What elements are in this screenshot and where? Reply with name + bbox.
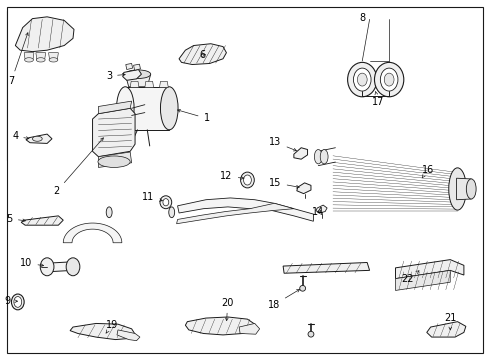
Text: 10: 10	[20, 258, 44, 268]
Ellipse shape	[466, 179, 476, 199]
Text: 19: 19	[106, 320, 118, 333]
Text: 1: 1	[177, 109, 210, 123]
Polygon shape	[283, 262, 369, 273]
Text: 18: 18	[268, 289, 299, 310]
Polygon shape	[70, 323, 135, 339]
Text: 8: 8	[360, 13, 366, 23]
Text: 15: 15	[270, 178, 299, 188]
Bar	[274, 234, 389, 339]
Text: 6: 6	[200, 50, 206, 60]
Ellipse shape	[36, 58, 45, 62]
Ellipse shape	[380, 68, 398, 91]
Polygon shape	[239, 323, 260, 334]
Ellipse shape	[117, 87, 134, 130]
Text: 16: 16	[422, 165, 434, 178]
Polygon shape	[47, 262, 73, 272]
Polygon shape	[93, 108, 135, 157]
Text: 5: 5	[7, 214, 25, 224]
Ellipse shape	[449, 168, 466, 210]
Polygon shape	[15, 17, 74, 51]
Polygon shape	[125, 87, 169, 130]
Ellipse shape	[320, 149, 328, 164]
Ellipse shape	[160, 87, 178, 130]
Ellipse shape	[11, 294, 24, 310]
Ellipse shape	[384, 73, 394, 86]
Polygon shape	[145, 81, 154, 87]
Polygon shape	[294, 148, 308, 159]
Polygon shape	[159, 81, 168, 87]
Polygon shape	[21, 216, 63, 225]
Polygon shape	[427, 321, 466, 337]
Polygon shape	[126, 63, 133, 69]
Text: 4: 4	[12, 131, 29, 141]
Polygon shape	[49, 53, 58, 60]
Polygon shape	[395, 260, 464, 279]
Text: 17: 17	[372, 91, 385, 107]
Text: 7: 7	[8, 33, 28, 86]
Polygon shape	[185, 317, 255, 335]
Polygon shape	[125, 74, 151, 87]
Text: 3: 3	[106, 71, 125, 81]
Ellipse shape	[353, 68, 371, 91]
Ellipse shape	[98, 156, 130, 167]
Text: 9: 9	[4, 296, 18, 306]
Ellipse shape	[160, 196, 172, 209]
Polygon shape	[179, 44, 226, 64]
Ellipse shape	[40, 258, 54, 276]
Polygon shape	[98, 101, 132, 114]
Ellipse shape	[324, 168, 342, 210]
Text: 14: 14	[313, 207, 325, 217]
Ellipse shape	[374, 62, 404, 97]
Ellipse shape	[14, 297, 22, 307]
Polygon shape	[24, 53, 34, 60]
Ellipse shape	[106, 207, 112, 218]
Polygon shape	[457, 178, 471, 200]
Ellipse shape	[32, 136, 42, 141]
Ellipse shape	[125, 70, 151, 78]
Polygon shape	[176, 203, 294, 224]
Ellipse shape	[163, 199, 169, 206]
Text: 21: 21	[444, 313, 457, 330]
Polygon shape	[130, 81, 139, 87]
Ellipse shape	[347, 62, 377, 97]
Text: 13: 13	[270, 138, 296, 151]
Polygon shape	[297, 183, 311, 194]
Ellipse shape	[241, 172, 254, 188]
Polygon shape	[36, 53, 46, 60]
Text: 12: 12	[220, 171, 244, 181]
Polygon shape	[395, 270, 450, 291]
Text: 22: 22	[401, 271, 419, 284]
Polygon shape	[98, 152, 132, 167]
Polygon shape	[333, 156, 458, 228]
Polygon shape	[177, 198, 314, 221]
Polygon shape	[63, 223, 122, 243]
Polygon shape	[134, 64, 141, 70]
Ellipse shape	[49, 58, 58, 62]
Ellipse shape	[244, 175, 251, 185]
Ellipse shape	[308, 331, 314, 337]
Polygon shape	[123, 69, 142, 80]
Ellipse shape	[357, 73, 367, 86]
Polygon shape	[316, 205, 327, 213]
Ellipse shape	[24, 58, 33, 62]
Polygon shape	[26, 134, 52, 143]
Text: 11: 11	[143, 192, 162, 202]
Ellipse shape	[300, 285, 306, 291]
Polygon shape	[117, 330, 140, 341]
Bar	[6, 12, 92, 160]
Text: 2: 2	[53, 138, 103, 197]
Text: 20: 20	[221, 298, 234, 321]
Ellipse shape	[315, 149, 322, 164]
Ellipse shape	[66, 258, 80, 276]
Ellipse shape	[169, 207, 174, 218]
